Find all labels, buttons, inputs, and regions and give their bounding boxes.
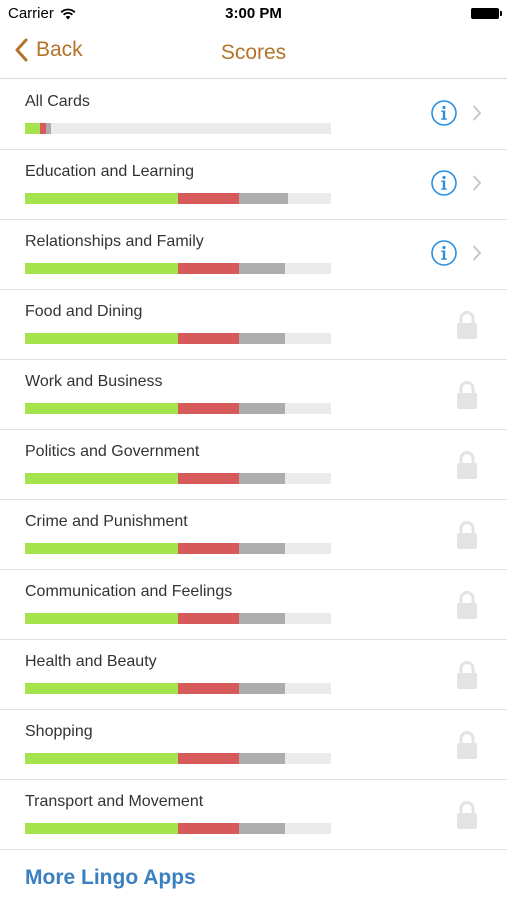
list-item[interactable]: Education and Learning xyxy=(0,150,507,220)
list-item[interactable]: All Cards xyxy=(0,80,507,150)
correct-segment xyxy=(25,193,178,204)
score-progress-bar xyxy=(25,473,331,484)
lock-icon xyxy=(457,731,477,759)
list-item: Food and Dining xyxy=(0,290,507,360)
list-item: Transport and Movement xyxy=(0,780,507,850)
seen-segment xyxy=(239,613,285,624)
seen-segment xyxy=(239,263,285,274)
wrong-segment xyxy=(178,753,239,764)
correct-segment xyxy=(25,473,178,484)
carrier-indicator: Carrier xyxy=(8,5,76,22)
score-progress-bar xyxy=(25,333,331,344)
category-title: All Cards xyxy=(25,93,90,110)
category-title: Crime and Punishment xyxy=(25,513,188,530)
category-title: Politics and Government xyxy=(25,443,200,460)
list-item: Communication and Feelings xyxy=(0,570,507,640)
info-icon[interactable] xyxy=(431,240,457,266)
wrong-segment xyxy=(178,543,239,554)
seen-segment xyxy=(239,543,285,554)
correct-segment xyxy=(25,403,178,414)
seen-segment xyxy=(239,683,285,694)
back-label: Back xyxy=(36,38,83,61)
wrong-segment xyxy=(178,263,239,274)
category-title: Work and Business xyxy=(25,373,163,390)
status-bar: Carrier 3:00 PM xyxy=(0,0,507,28)
list-item: Crime and Punishment xyxy=(0,500,507,570)
info-icon[interactable] xyxy=(431,100,457,126)
chevron-right-icon xyxy=(473,105,481,121)
seen-segment xyxy=(46,123,51,134)
lock-icon xyxy=(457,521,477,549)
correct-segment xyxy=(25,823,178,834)
list-item: Health and Beauty xyxy=(0,640,507,710)
correct-segment xyxy=(25,123,40,134)
wrong-segment xyxy=(178,193,239,204)
wrong-segment xyxy=(40,123,46,134)
score-progress-bar xyxy=(25,403,331,414)
score-progress-bar xyxy=(25,683,331,694)
correct-segment xyxy=(25,613,178,624)
wrong-segment xyxy=(178,823,239,834)
wrong-segment xyxy=(178,613,239,624)
more-lingo-apps-link[interactable]: More Lingo Apps xyxy=(25,866,196,889)
list-item: Shopping xyxy=(0,710,507,780)
lock-icon xyxy=(457,801,477,829)
category-title: Shopping xyxy=(25,723,93,740)
correct-segment xyxy=(25,683,178,694)
wifi-icon xyxy=(60,8,76,19)
category-title: Communication and Feelings xyxy=(25,583,233,600)
page-title: Scores xyxy=(220,41,287,64)
info-icon[interactable] xyxy=(431,170,457,196)
category-title: Food and Dining xyxy=(25,303,143,320)
lock-icon xyxy=(457,661,477,689)
category-title: Health and Beauty xyxy=(25,653,157,670)
list-item: Work and Business xyxy=(0,360,507,430)
carrier-label: Carrier xyxy=(8,5,54,22)
navigation-bar: Back Scores xyxy=(0,28,507,79)
wrong-segment xyxy=(178,473,239,484)
score-progress-bar xyxy=(25,753,331,764)
correct-segment xyxy=(25,543,178,554)
seen-segment xyxy=(239,333,285,344)
chevron-right-icon xyxy=(473,175,481,191)
status-time: 3:00 PM xyxy=(225,5,282,22)
correct-segment xyxy=(25,333,178,344)
seen-segment xyxy=(239,753,285,764)
seen-segment xyxy=(239,193,288,204)
score-progress-bar xyxy=(25,823,331,834)
correct-segment xyxy=(25,263,178,274)
wrong-segment xyxy=(178,683,239,694)
chevron-right-icon xyxy=(473,245,481,261)
seen-segment xyxy=(239,823,285,834)
battery-icon xyxy=(471,8,502,19)
seen-segment xyxy=(239,473,285,484)
list-item[interactable]: Relationships and Family xyxy=(0,220,507,290)
score-progress-bar xyxy=(25,613,331,624)
score-progress-bar xyxy=(25,193,331,204)
lock-icon xyxy=(457,381,477,409)
score-progress-bar xyxy=(25,123,331,134)
category-title: Transport and Movement xyxy=(25,793,204,810)
chevron-left-icon xyxy=(15,38,28,62)
seen-segment xyxy=(239,403,285,414)
lock-icon xyxy=(457,311,477,339)
correct-segment xyxy=(25,753,178,764)
score-progress-bar xyxy=(25,263,331,274)
wrong-segment xyxy=(178,333,239,344)
score-progress-bar xyxy=(25,543,331,554)
category-title: Relationships and Family xyxy=(25,233,204,250)
back-button[interactable]: Back xyxy=(14,38,83,62)
wrong-segment xyxy=(178,403,239,414)
lock-icon xyxy=(457,591,477,619)
scores-list: All Cards Education and Learning Relations… xyxy=(0,80,507,850)
category-title: Education and Learning xyxy=(25,163,195,180)
lock-icon xyxy=(457,451,477,479)
list-item: Politics and Government xyxy=(0,430,507,500)
